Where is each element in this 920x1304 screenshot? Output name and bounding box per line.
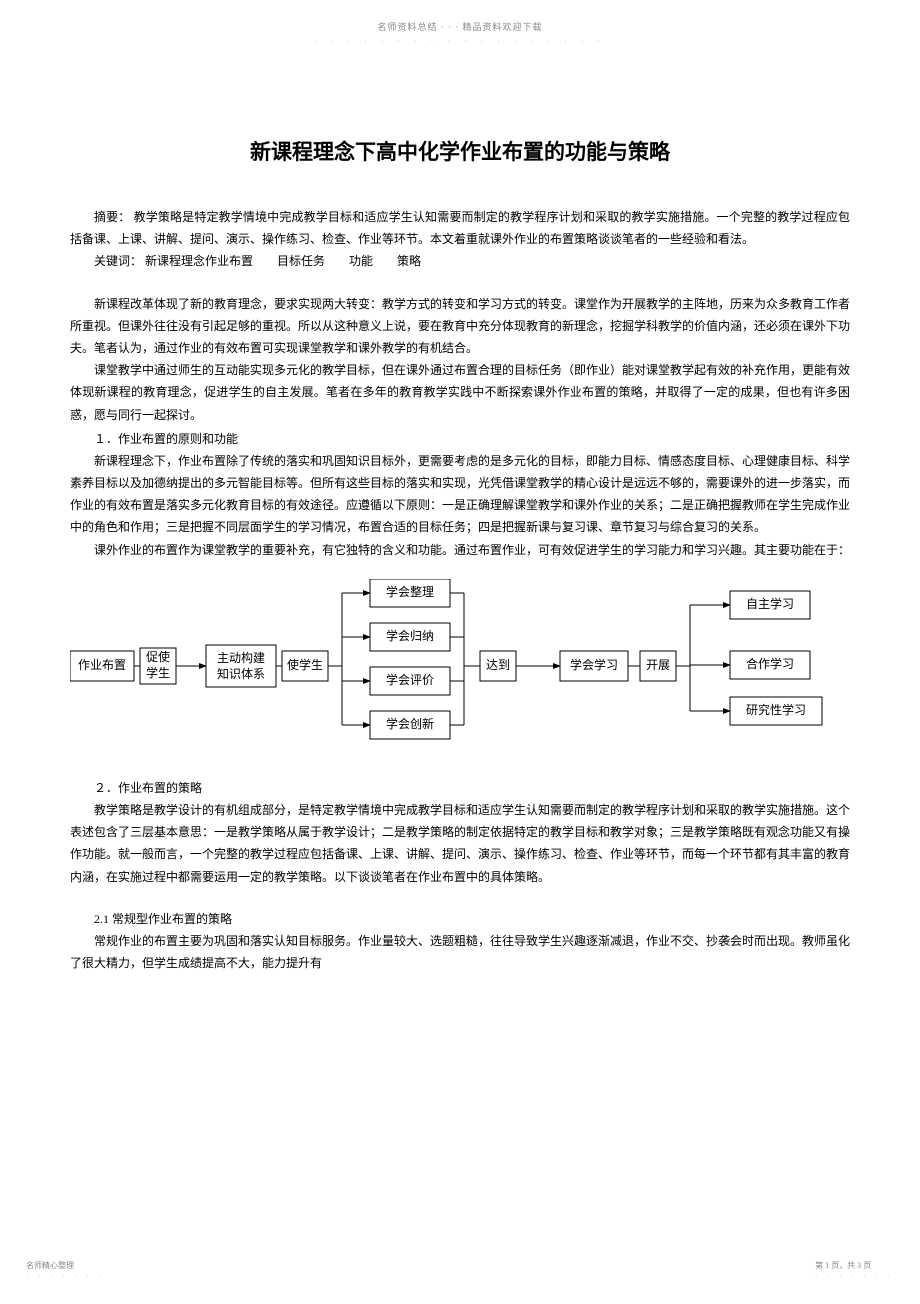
paragraph-5: 教学策略是教学设计的有机组成部分，是特定教学情境中完成教学目标和适应学生认知需要… (70, 799, 850, 888)
svg-text:合作学习: 合作学习 (746, 656, 794, 671)
footer-right-text: 第 1 页，共 3 页 (815, 1261, 871, 1270)
footer-left: 名师精心整理 · · · · · · · (26, 1260, 105, 1280)
heading-2: ２．作业布置的策略 (70, 777, 850, 799)
heading-1: １．作业布置的原则和功能 (70, 428, 850, 450)
svg-text:研究性学习: 研究性学习 (746, 702, 806, 717)
svg-text:促使: 促使 (146, 649, 170, 664)
svg-text:学会整理: 学会整理 (386, 584, 434, 599)
paragraph-6: 常规作业的布置主要为巩固和落实认知目标服务。作业量较大、选题粗糙，往往导致学生兴… (70, 930, 850, 974)
heading-2-1: 2.1 常规型作业布置的策略 (70, 908, 850, 930)
header-top-text: 名师资料总结 · · · 精品资料欢迎下载 (70, 20, 850, 33)
keywords: 关键词： 新课程理念作业布置 目标任务 功能 策略 (70, 250, 850, 272)
svg-text:自主学习: 自主学习 (746, 596, 794, 611)
svg-text:作业布置: 作业布置 (78, 658, 126, 672)
document-title: 新课程理念下高中化学作业布置的功能与策略 (70, 136, 850, 166)
svg-text:使学生: 使学生 (287, 657, 323, 672)
flow-diagram: 作业布置 促使学生 主动构建知识体系 使学生 学会整理学会归纳学会评价学会创新 达到 学会学… (70, 579, 850, 759)
paragraph-2: 课堂教学中通过师生的互动能实现多元化的教学目标，但在课外通过布置合理的目标任务（… (70, 359, 850, 426)
svg-text:学会创新: 学会创新 (386, 716, 434, 731)
svg-text:学会评价: 学会评价 (386, 672, 434, 687)
svg-text:主动构建: 主动构建 (217, 650, 265, 665)
svg-text:达到: 达到 (486, 658, 510, 672)
paragraph-3: 新课程理念下，作业布置除了传统的落实和巩固知识目标外，更需要考虑的是多元化的目标… (70, 450, 850, 539)
abstract: 摘要： 教学策略是特定教学情境中完成教学目标和适应学生认知需要而制定的教学程序计… (70, 206, 850, 250)
svg-text:学会学习: 学会学习 (570, 657, 618, 672)
svg-text:学生: 学生 (146, 665, 170, 680)
paragraph-4: 课外作业的布置作为课堂教学的重要补充，有它独特的含义和功能。通过布置作业，可有效… (70, 539, 850, 561)
svg-text:学会归纳: 学会归纳 (386, 628, 434, 643)
footer-right: 第 1 页，共 3 页 · · · · · · · (815, 1260, 894, 1280)
svg-text:知识体系: 知识体系 (217, 667, 265, 681)
footer-right-dots: · · · · · · · (815, 1272, 894, 1280)
footer-left-text: 名师精心整理 (26, 1261, 74, 1270)
paragraph-1: 新课程改革体现了新的教育理念，要求实现两大转变：教学方式的转变和学习方式的转变。… (70, 293, 850, 360)
header-dots: · · · · · · · · · · · · · · · · · · (70, 37, 850, 46)
svg-text:开展: 开展 (646, 658, 670, 672)
footer-left-dots: · · · · · · · (26, 1272, 105, 1280)
